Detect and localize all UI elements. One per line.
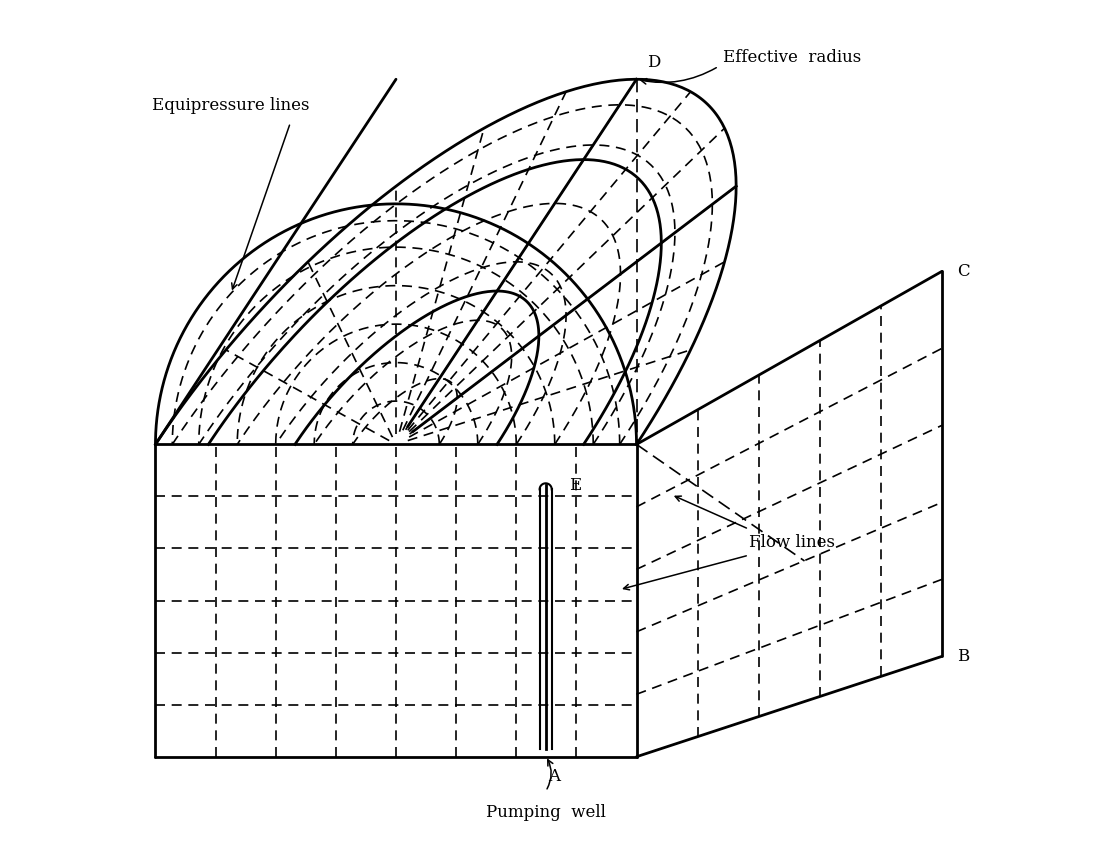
Text: A: A	[548, 768, 560, 785]
Text: C: C	[957, 263, 970, 279]
Text: Effective  radius: Effective radius	[723, 49, 861, 66]
Text: Flow lines: Flow lines	[749, 534, 835, 550]
Text: B: B	[957, 648, 970, 665]
Text: Pumping  well: Pumping well	[486, 805, 606, 821]
Text: D: D	[647, 54, 660, 70]
Text: E: E	[569, 477, 581, 494]
Text: Equipressure lines: Equipressure lines	[152, 97, 309, 114]
